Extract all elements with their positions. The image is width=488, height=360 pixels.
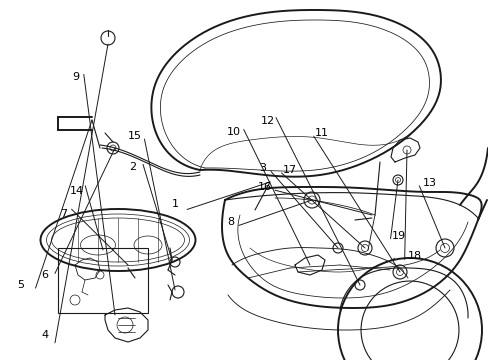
Text: 4: 4 <box>41 330 48 340</box>
Text: 3: 3 <box>259 163 266 174</box>
Text: 15: 15 <box>127 131 141 141</box>
Text: 18: 18 <box>407 251 421 261</box>
Text: 9: 9 <box>72 72 79 82</box>
Text: 2: 2 <box>129 162 136 172</box>
Text: 12: 12 <box>261 116 274 126</box>
Text: 1: 1 <box>171 199 178 210</box>
Text: 17: 17 <box>282 165 296 175</box>
Text: 19: 19 <box>391 231 405 241</box>
Text: 14: 14 <box>70 186 84 196</box>
Text: 5: 5 <box>17 280 24 290</box>
Text: 6: 6 <box>41 270 48 280</box>
Bar <box>58 248 148 313</box>
Text: 11: 11 <box>314 128 328 138</box>
Text: 16: 16 <box>258 182 271 192</box>
Text: 7: 7 <box>60 209 67 219</box>
Text: 13: 13 <box>422 178 435 188</box>
Text: 10: 10 <box>226 127 240 138</box>
Text: 8: 8 <box>227 217 234 228</box>
